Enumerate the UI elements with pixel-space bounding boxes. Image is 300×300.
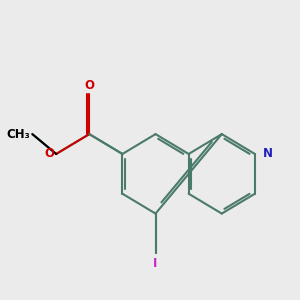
Text: O: O <box>84 79 94 92</box>
Text: CH₃: CH₃ <box>6 128 30 141</box>
Text: I: I <box>153 257 158 270</box>
Text: O: O <box>45 148 55 160</box>
Text: N: N <box>263 148 273 160</box>
